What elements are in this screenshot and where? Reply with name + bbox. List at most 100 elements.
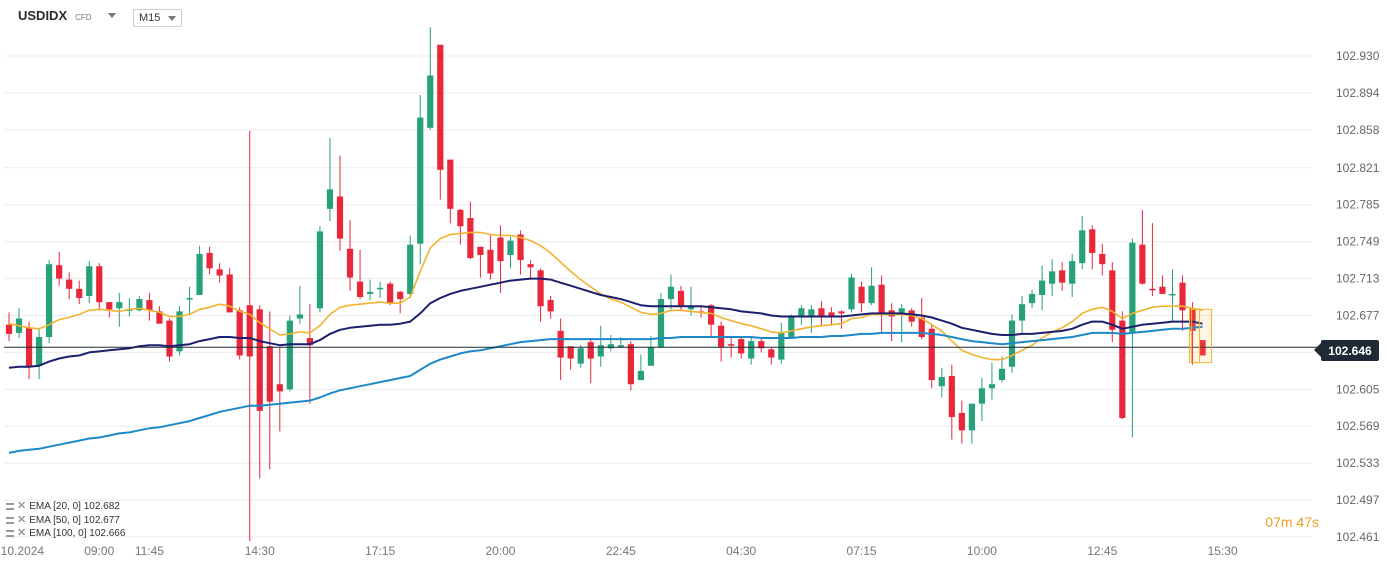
candle — [597, 325, 604, 367]
candle-body — [497, 237, 504, 262]
x-tick-label: 17:15 — [365, 544, 395, 558]
candle — [607, 334, 614, 352]
candle-body — [35, 337, 43, 366]
candle-body — [116, 302, 123, 309]
candle — [798, 305, 805, 325]
candle — [206, 246, 213, 275]
candle — [958, 400, 965, 444]
candle — [758, 338, 765, 353]
candle — [988, 362, 996, 400]
candle-body — [998, 368, 1006, 381]
y-tick-label: 102.749 — [1336, 235, 1380, 249]
candle — [1038, 265, 1046, 311]
legend-item-ema50[interactable]: ✕ EMA [50, 0] 102.677 — [6, 514, 125, 528]
candle-body — [487, 249, 494, 274]
remove-icon[interactable]: ✕ — [17, 513, 27, 526]
candle — [888, 303, 895, 342]
candle-body — [477, 246, 484, 255]
candle-body — [326, 189, 334, 209]
candle — [76, 280, 83, 305]
candle — [938, 367, 945, 398]
candle — [708, 304, 715, 338]
candle — [788, 314, 795, 340]
symbol-dropdown-icon[interactable] — [107, 13, 116, 18]
remove-icon[interactable]: ✕ — [17, 527, 27, 539]
timeframe-selector[interactable]: M15 — [133, 9, 183, 27]
settings-icon[interactable] — [6, 530, 14, 538]
candle-body — [788, 315, 795, 339]
candle-body — [216, 269, 223, 276]
candle-body — [1189, 308, 1196, 331]
candle — [467, 201, 474, 260]
candle-body — [397, 291, 404, 300]
candle-body — [507, 240, 514, 255]
candle — [908, 308, 915, 327]
candle-body — [366, 291, 374, 294]
y-tick-label: 102.569 — [1336, 419, 1380, 433]
candle-body — [607, 344, 614, 349]
legend-item-ema20[interactable]: ✕ EMA [20, 0] 102.682 — [6, 500, 125, 514]
candle — [427, 27, 434, 130]
candle — [738, 337, 745, 359]
instrument-header: USDIDX CFD — [18, 8, 116, 23]
candle-body — [758, 341, 765, 349]
legend-item-ema100[interactable]: ✕ EMA [100, 0] 102.666 — [6, 527, 125, 541]
ema100-line — [8, 325, 1203, 454]
candle — [978, 378, 986, 422]
candle-body — [467, 218, 474, 259]
candle — [848, 273, 855, 313]
x-tick-label: 10.10.2024 — [0, 544, 44, 558]
candle-body — [1129, 242, 1136, 333]
candle-body — [156, 311, 163, 324]
candle — [447, 159, 454, 224]
candle-body — [597, 345, 604, 357]
candle-body — [687, 306, 695, 310]
candle-body — [708, 305, 715, 325]
candle — [226, 268, 233, 313]
candle — [176, 306, 183, 356]
settings-icon[interactable] — [6, 503, 14, 511]
candle — [1089, 225, 1096, 270]
candle-body — [547, 300, 554, 312]
candle-body — [96, 266, 103, 303]
candle — [46, 260, 53, 344]
candle-body — [196, 253, 203, 295]
candle — [56, 251, 63, 286]
candle-body — [587, 342, 594, 359]
candle-body — [5, 324, 13, 334]
candle-body — [296, 314, 303, 319]
candle-body — [818, 308, 825, 318]
candle — [86, 261, 93, 304]
candle-body — [798, 308, 805, 317]
candle-body — [377, 287, 384, 290]
settings-icon[interactable] — [6, 516, 14, 524]
candle-body — [898, 308, 905, 313]
candle — [266, 311, 273, 470]
candle — [1079, 215, 1086, 270]
candle — [166, 318, 173, 362]
candle — [286, 315, 293, 392]
candle — [1018, 295, 1026, 333]
candle-body — [1099, 253, 1106, 265]
candle — [25, 321, 33, 380]
remove-icon[interactable]: ✕ — [17, 500, 27, 512]
candle-body — [878, 284, 885, 315]
candle-body — [56, 265, 63, 279]
candle — [186, 286, 193, 314]
candle-body — [527, 264, 534, 268]
candle-body — [256, 309, 263, 411]
candle — [998, 356, 1006, 383]
candle — [808, 305, 815, 333]
candle — [587, 338, 594, 384]
candle — [356, 249, 364, 300]
candle-body — [1018, 304, 1026, 321]
candle-body — [1069, 261, 1076, 284]
candle-body — [1199, 340, 1206, 356]
candle-body — [928, 328, 935, 381]
candle — [1069, 253, 1076, 298]
candle — [928, 324, 935, 389]
instrument-type-badge: CFD — [75, 12, 92, 22]
candle-body — [66, 279, 73, 289]
legend-label: EMA [100, 0] 102.666 — [29, 528, 126, 539]
